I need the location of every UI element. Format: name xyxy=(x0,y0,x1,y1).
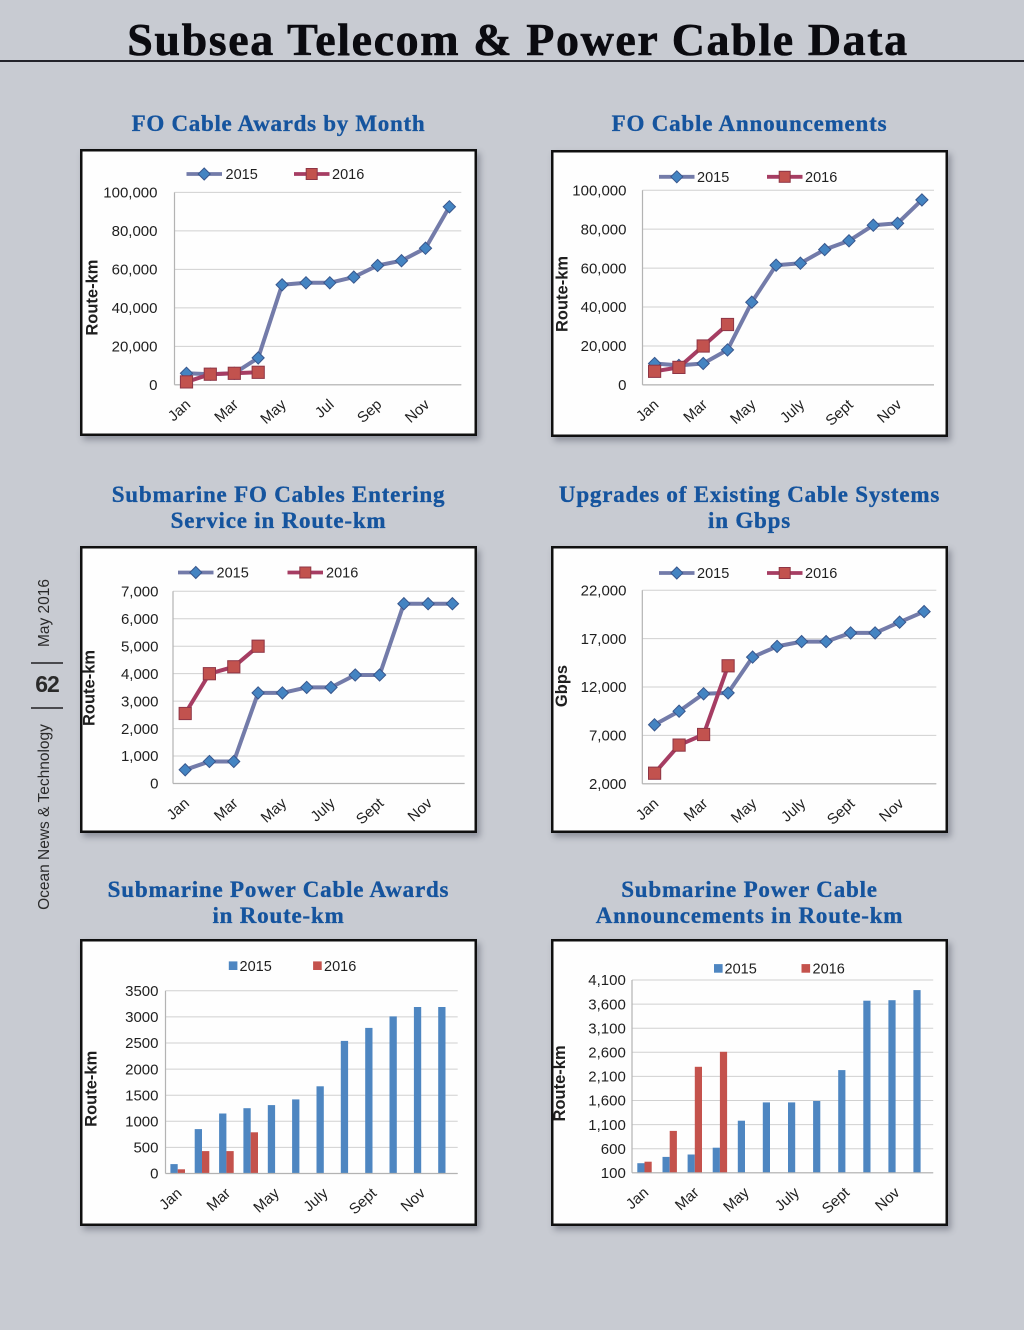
svg-text:20,000: 20,000 xyxy=(112,339,158,356)
svg-text:2,600: 2,600 xyxy=(588,1045,626,1062)
svg-text:80,000: 80,000 xyxy=(112,223,158,240)
svg-text:80,000: 80,000 xyxy=(581,221,627,238)
svg-text:2016: 2016 xyxy=(326,566,358,582)
svg-text:2016: 2016 xyxy=(805,170,837,186)
svg-text:1000: 1000 xyxy=(125,1114,158,1131)
svg-text:600: 600 xyxy=(601,1141,626,1158)
svg-text:60,000: 60,000 xyxy=(112,262,158,279)
svg-text:100: 100 xyxy=(601,1165,626,1182)
svg-text:3,000: 3,000 xyxy=(121,693,159,710)
svg-text:1,600: 1,600 xyxy=(588,1093,626,1110)
svg-text:100,000: 100,000 xyxy=(103,185,157,202)
svg-text:2015: 2015 xyxy=(725,962,757,978)
svg-text:3,600: 3,600 xyxy=(588,996,626,1013)
svg-text:40,000: 40,000 xyxy=(581,299,627,316)
svg-text:2500: 2500 xyxy=(125,1035,158,1052)
svg-text:4,100: 4,100 xyxy=(588,972,626,989)
svg-text:1500: 1500 xyxy=(125,1087,158,1104)
svg-text:20,000: 20,000 xyxy=(581,338,627,355)
svg-text:100,000: 100,000 xyxy=(572,182,626,199)
svg-text:2016: 2016 xyxy=(813,962,845,978)
svg-text:2,100: 2,100 xyxy=(588,1069,626,1086)
svg-text:2015: 2015 xyxy=(217,566,249,582)
svg-text:2016: 2016 xyxy=(324,959,356,975)
svg-text:12,000: 12,000 xyxy=(581,679,627,696)
svg-text:2016: 2016 xyxy=(332,167,364,183)
svg-text:6,000: 6,000 xyxy=(121,611,159,628)
svg-text:2016: 2016 xyxy=(805,566,837,582)
svg-text:Route-km: Route-km xyxy=(84,260,102,336)
svg-text:1,000: 1,000 xyxy=(121,748,159,765)
svg-text:7,000: 7,000 xyxy=(121,584,159,601)
svg-text:0: 0 xyxy=(149,377,157,394)
svg-text:Gbps: Gbps xyxy=(553,665,571,707)
svg-text:40,000: 40,000 xyxy=(112,300,158,317)
svg-text:3000: 3000 xyxy=(125,1009,158,1026)
svg-text:3500: 3500 xyxy=(125,983,158,1000)
svg-text:2015: 2015 xyxy=(240,959,272,975)
svg-text:2015: 2015 xyxy=(226,167,258,183)
svg-text:Route-km: Route-km xyxy=(81,650,99,726)
svg-text:2000: 2000 xyxy=(125,1061,158,1078)
svg-text:7,000: 7,000 xyxy=(589,728,627,745)
svg-text:22,000: 22,000 xyxy=(581,583,627,600)
svg-text:Route-km: Route-km xyxy=(83,1051,101,1127)
svg-text:Route-km: Route-km xyxy=(551,1045,569,1121)
svg-text:0: 0 xyxy=(618,377,626,394)
svg-text:2,000: 2,000 xyxy=(121,721,159,738)
svg-text:2,000: 2,000 xyxy=(589,776,627,793)
svg-text:60,000: 60,000 xyxy=(581,260,627,277)
svg-text:5,000: 5,000 xyxy=(121,638,159,655)
svg-text:4,000: 4,000 xyxy=(121,666,159,683)
svg-text:Route-km: Route-km xyxy=(554,256,572,332)
svg-text:2015: 2015 xyxy=(697,566,729,582)
svg-text:0: 0 xyxy=(150,776,158,793)
svg-text:3,100: 3,100 xyxy=(588,1020,626,1037)
svg-text:2015: 2015 xyxy=(697,170,729,186)
svg-text:500: 500 xyxy=(133,1140,158,1157)
svg-text:1,100: 1,100 xyxy=(588,1117,626,1134)
svg-text:17,000: 17,000 xyxy=(581,631,627,648)
svg-text:0: 0 xyxy=(150,1166,158,1183)
